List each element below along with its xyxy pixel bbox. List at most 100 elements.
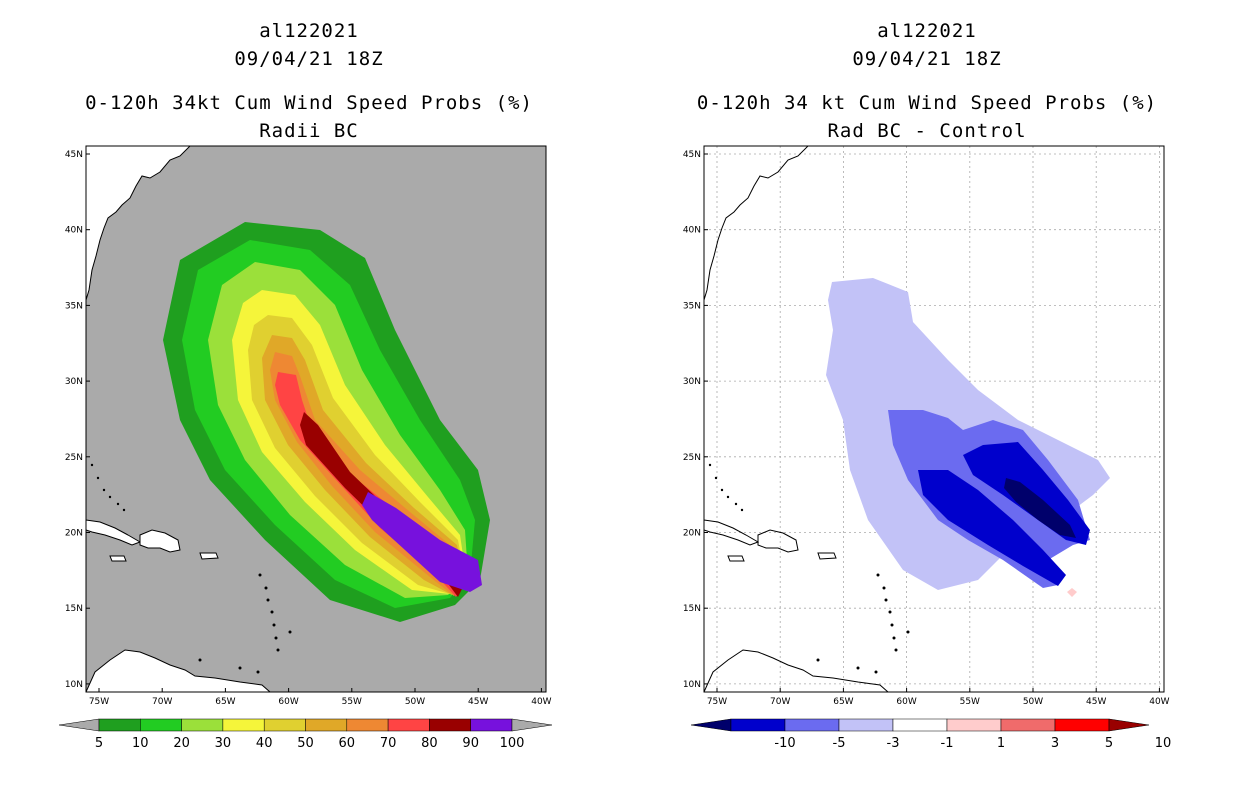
colorbar-label: 5 — [1105, 736, 1113, 751]
right-axes: 45N 40N 35N 30N 25N 20N 15N 10N 75W 70W 65W 60W 55W 5… — [683, 150, 1170, 707]
island — [102, 488, 106, 492]
island — [258, 573, 262, 577]
island — [894, 648, 898, 652]
island — [256, 670, 260, 674]
island — [122, 508, 126, 512]
coastline — [704, 519, 760, 546]
colorbar-label: 40 — [256, 736, 273, 751]
island — [270, 610, 274, 614]
lon-label: 70W — [152, 697, 172, 707]
right-coastlines — [704, 146, 910, 692]
right-product-title: 0-120h 34 kt Cum Wind Speed Probs (%) — [696, 92, 1158, 114]
colorbar-label: 10 — [132, 736, 149, 751]
island — [90, 463, 94, 467]
coastline — [727, 555, 745, 562]
colorbar-segment — [305, 718, 348, 732]
lat-label: 40N — [65, 226, 83, 236]
colorbar-label: 70 — [380, 736, 397, 751]
island — [726, 495, 730, 499]
right-colorbar: -10 -5 -3 -1 1 3 5 10 — [690, 718, 1172, 751]
lat-label: 40N — [683, 226, 701, 236]
left-axes: 45N 40N 35N 30N 25N 20N 15N 10N 75W 70W 65W 60W 55W 5… — [65, 150, 552, 707]
island — [108, 495, 112, 499]
colorbar-segment — [346, 718, 389, 732]
colorbar-segment — [222, 718, 265, 732]
island — [274, 636, 278, 640]
colorbar-label: 50 — [297, 736, 314, 751]
island — [892, 636, 896, 640]
island — [276, 648, 280, 652]
colorbar-label: 60 — [339, 736, 356, 751]
left-map-frame — [85, 145, 547, 693]
left-colorbar: 5 10 20 30 40 50 60 70 80 90 100 — [58, 718, 553, 751]
right-map-frame — [703, 145, 1165, 693]
lon-label: 45W — [468, 697, 488, 707]
lon-label: 75W — [89, 697, 109, 707]
island — [874, 670, 878, 674]
right-storm-id: al122021 — [877, 20, 977, 42]
coastline — [86, 519, 142, 546]
colorbar-label: 5 — [95, 736, 103, 751]
left-storm-id: al122021 — [259, 20, 359, 42]
island — [816, 658, 820, 662]
colorbar-label: 30 — [215, 736, 232, 751]
lat-label: 35N — [683, 301, 701, 311]
colorbar-label: 10 — [1155, 736, 1172, 751]
island — [720, 488, 724, 492]
left-map: 45N 40N 35N 30N 25N 20N 15N 10N 75W 70W 65W 60W 55W 5… — [58, 145, 553, 751]
lat-label: 30N — [683, 377, 701, 387]
lon-label: 40W — [531, 697, 551, 707]
right-datetime: 09/04/21 18Z — [852, 48, 1002, 70]
island — [882, 586, 886, 590]
colorbar-segment — [470, 718, 513, 732]
island — [238, 666, 242, 670]
island — [888, 610, 892, 614]
lon-label: 70W — [770, 697, 790, 707]
island — [708, 463, 712, 467]
colorbar-label: -10 — [774, 736, 795, 751]
colorbar-segment — [1000, 718, 1056, 732]
lon-label: 65W — [215, 697, 235, 707]
coastline — [139, 529, 181, 553]
colorbar-segment — [838, 718, 894, 732]
left-panel: al122021 09/04/21 18Z 0-120h 34kt Cum Wi… — [58, 20, 553, 751]
diff-minus-10 — [1004, 478, 1076, 538]
coastline — [109, 555, 127, 562]
island — [856, 666, 860, 670]
coastline — [757, 529, 799, 553]
island — [734, 502, 738, 506]
lat-label: 45N — [65, 150, 83, 160]
lon-label: 60W — [278, 697, 298, 707]
colorbar-label: -3 — [887, 736, 900, 751]
lat-label: 15N — [65, 604, 83, 614]
lon-label: 50W — [1023, 697, 1043, 707]
lon-label: 55W — [342, 697, 362, 707]
island — [266, 598, 270, 602]
lat-label: 10N — [65, 680, 83, 690]
colorbar-segment — [387, 718, 430, 732]
diff-minus-3 — [888, 410, 1090, 588]
colorbar-high-triangle — [511, 718, 553, 732]
right-subtitle: Rad BC - Control — [827, 120, 1027, 142]
lon-label: 40W — [1149, 697, 1169, 707]
diff-minus-5 — [918, 442, 1090, 586]
island — [906, 630, 910, 634]
lat-label: 15N — [683, 604, 701, 614]
colorbar-segment — [1054, 718, 1110, 732]
island — [884, 598, 888, 602]
island — [288, 630, 292, 634]
right-difference-contours — [826, 278, 1110, 597]
colorbar-label: 90 — [462, 736, 479, 751]
island — [714, 476, 718, 480]
island — [890, 623, 894, 627]
left-product-title: 0-120h 34kt Cum Wind Speed Probs (%) — [85, 92, 533, 114]
colorbar-segment — [181, 718, 224, 732]
coastline — [86, 649, 271, 692]
left-subtitle: Radii BC — [259, 120, 359, 142]
lon-label: 45W — [1086, 697, 1106, 707]
left-datetime: 09/04/21 18Z — [234, 48, 384, 70]
lon-label: 50W — [405, 697, 425, 707]
lat-label: 45N — [683, 150, 701, 160]
lat-label: 20N — [65, 529, 83, 539]
island — [198, 658, 202, 662]
